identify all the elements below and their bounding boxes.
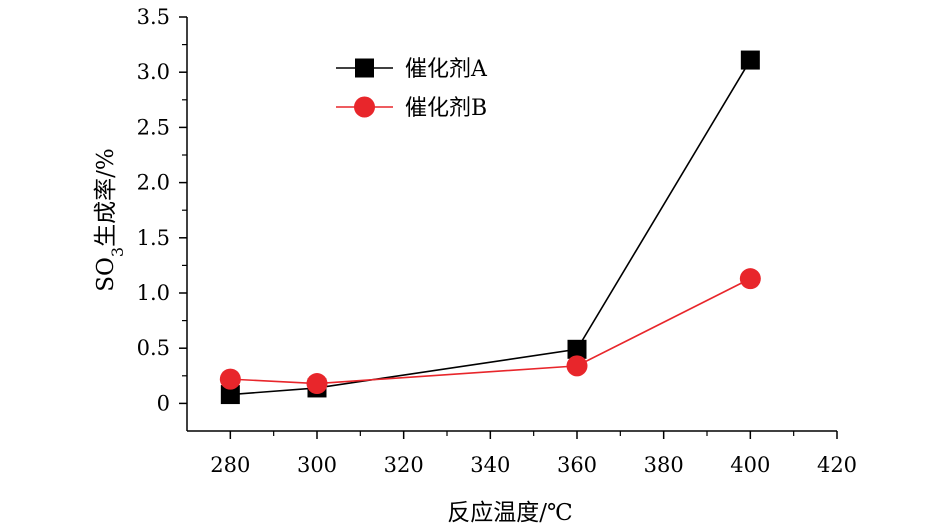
y-axis-title-suffix: 生成率/% — [93, 148, 119, 247]
point-a — [567, 339, 587, 359]
x-tick-label: 360 — [557, 453, 597, 477]
y-tick-label: 1.5 — [137, 226, 170, 250]
legend-label-a: 催化剂A — [405, 57, 488, 82]
y-tick-label: 0 — [157, 391, 170, 415]
y-axis-title-subscript: 3 — [108, 247, 127, 257]
point-b — [739, 268, 761, 290]
y-tick-label: 3.5 — [137, 5, 170, 29]
y-tick-label: 0.5 — [137, 336, 170, 360]
legend-label-b: 催化剂B — [405, 96, 487, 121]
y-axis-title-prefix: SO — [93, 257, 119, 292]
point-a — [740, 50, 760, 70]
x-axis-title: 反应温度/℃ — [447, 500, 572, 526]
axes: 280 300 320 340 360 380 400 420 0 0.5 1.0 1.5 2.0 2.5… — [137, 5, 857, 477]
series-layer — [219, 50, 761, 405]
y-tick-label: 3.0 — [137, 60, 170, 84]
y-tick-label: 2.0 — [137, 171, 170, 195]
point-b — [306, 373, 328, 395]
legend-marker-b — [354, 96, 375, 118]
x-tick-label: 420 — [817, 453, 857, 477]
x-tick-label: 300 — [297, 453, 337, 477]
point-b — [566, 355, 588, 377]
x-tick-label: 320 — [384, 453, 424, 477]
legend: 催化剂A 催化剂B — [336, 57, 488, 121]
y-tick-label: 2.5 — [137, 115, 170, 139]
x-tick-label: 400 — [730, 453, 770, 477]
legend-marker-a — [355, 58, 374, 78]
point-a — [220, 385, 240, 405]
point-b — [219, 368, 241, 390]
x-tick-label: 280 — [210, 453, 250, 477]
series-line-a — [230, 59, 752, 396]
y-tick-label: 1.0 — [137, 281, 170, 305]
series-line-b — [230, 277, 751, 385]
y-axis-title: SO3生成率/% — [93, 148, 127, 291]
x-tick-label: 340 — [470, 453, 510, 477]
x-tick-label: 380 — [644, 453, 684, 477]
